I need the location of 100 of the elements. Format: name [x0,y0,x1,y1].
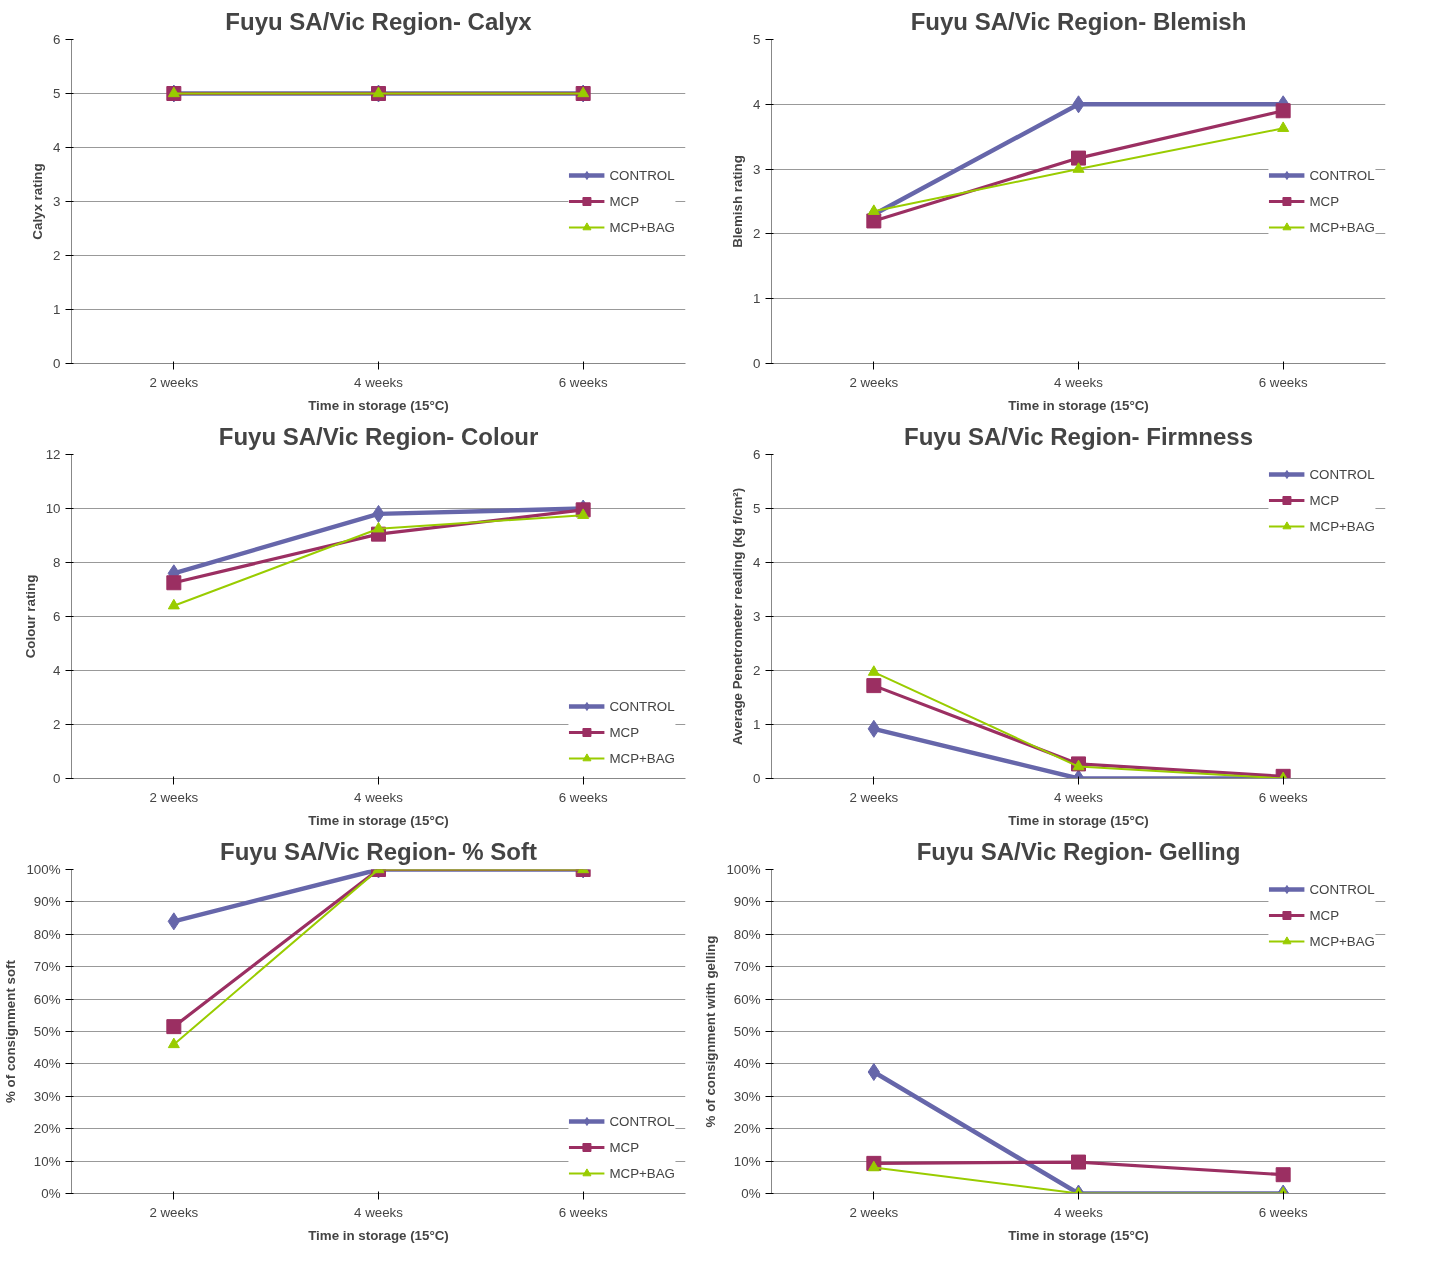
y-tick-label: 3 [753,161,761,177]
legend-label: CONTROL [1309,881,1375,897]
y-tick-label: 80% [733,926,761,942]
y-tick-label: 3 [753,609,761,624]
x-tick-label: 6 weeks [558,1204,608,1220]
x-tick-label: 2 weeks [149,1204,199,1220]
y-tick-label: 4 [53,140,62,155]
y-tick-label: 1 [53,302,61,317]
y-tick-label: 0% [41,1186,61,1201]
y-tick-label: 100% [26,862,61,877]
y-tick-label: 3 [53,194,61,209]
y-tick-label: 40% [733,1056,761,1072]
x-axis-title: Time in storage (15°C) [1008,812,1149,828]
legend-label: MCP [609,724,640,740]
y-tick-label: 100% [726,862,761,877]
y-tick-label: 4 [753,96,762,112]
y-tick-label: 2 [53,717,61,732]
legend-label: MCP [609,193,640,209]
y-tick-label: 0 [753,771,761,786]
x-tick-label: 6 weeks [1258,789,1308,805]
legend-label: MCP+BAG [1309,933,1375,949]
x-tick-label: 4 weeks [1054,1204,1104,1220]
x-axis-title: Time in storage (15°C) [1008,1227,1149,1243]
y-tick-label: 2 [753,226,761,242]
legend-label: MCP [1309,193,1340,209]
chart-title: Fuyu SA/Vic Region- Blemish [910,7,1247,35]
y-tick-label: 90% [33,894,61,910]
y-tick-label: 0 [53,771,61,786]
x-tick-label: 2 weeks [849,789,899,805]
y-axis-title: Calyx rating [30,163,46,240]
x-tick-label: 6 weeks [1258,374,1308,390]
y-tick-label: 20% [733,1121,761,1137]
y-tick-label: 30% [33,1088,61,1104]
y-axis-title: % of consignment soft [3,959,19,1103]
x-tick-label: 2 weeks [849,1204,899,1220]
y-tick-label: 60% [33,991,61,1007]
legend-label: MCP+BAG [609,750,675,766]
y-tick-label: 6 [53,609,61,624]
x-axis-title: Time in storage (15°C) [308,397,449,413]
x-axis-title: Time in storage (15°C) [308,1227,449,1243]
x-tick-label: 2 weeks [149,789,199,805]
legend-label: CONTROL [609,167,675,183]
legend-label: CONTROL [609,698,675,714]
legend-label: CONTROL [1309,466,1375,482]
legend-label: MCP+BAG [1309,219,1375,235]
y-tick-label: 70% [33,959,61,975]
y-tick-label: 80% [33,926,61,942]
y-tick-label: 10% [733,1153,761,1169]
y-tick-label: 8 [53,555,61,570]
y-tick-label: 4 [53,663,62,678]
y-axis-title: Blemish rating [730,155,746,248]
y-tick-label: 5 [53,86,61,101]
y-axis-title: Average Penetrometer reading (kg f/cm²) [730,487,746,746]
y-tick-label: 40% [33,1056,61,1072]
y-tick-label: 90% [733,894,761,910]
y-tick-label: 50% [733,1024,761,1039]
x-tick-label: 4 weeks [354,789,404,805]
y-axis-title: % of consignment with gelling [703,935,719,1128]
x-tick-label: 4 weeks [354,374,404,390]
x-axis-title: Time in storage (15°C) [308,812,449,828]
legend-label: MCP [1309,492,1340,508]
legend-label: MCP+BAG [609,1165,675,1181]
x-tick-label: 4 weeks [1054,374,1104,390]
y-tick-label: 6 [753,447,761,462]
y-tick-label: 0% [741,1186,761,1201]
chart-title: Fuyu SA/Vic Region- % Soft [220,837,537,865]
y-tick-label: 6 [53,32,61,47]
y-tick-label: 60% [733,991,761,1007]
y-axis-title: Colour rating [22,574,38,659]
legend-label: MCP [609,1139,640,1155]
y-tick-label: 20% [33,1121,61,1137]
y-tick-label: 0 [753,356,761,371]
y-tick-label: 4 [753,555,762,570]
legend-label: MCP+BAG [609,219,675,235]
y-tick-label: 12 [45,447,61,462]
legend-label: CONTROL [609,1113,675,1129]
chart-title: Fuyu SA/Vic Region- Calyx [225,7,533,35]
legend-label: CONTROL [1309,167,1375,183]
legend-label: MCP+BAG [1309,518,1375,534]
x-tick-label: 6 weeks [558,789,608,805]
y-tick-label: 2 [753,663,761,678]
x-tick-label: 6 weeks [558,374,608,390]
y-tick-label: 50% [33,1024,61,1039]
y-tick-label: 1 [753,291,761,307]
chart-title: Fuyu SA/Vic Region- Colour [218,422,539,450]
y-tick-label: 30% [733,1088,761,1104]
y-tick-label: 70% [733,959,761,975]
y-tick-label: 0 [53,356,61,371]
x-tick-label: 2 weeks [149,374,199,390]
x-tick-label: 6 weeks [1258,1204,1308,1220]
x-tick-label: 4 weeks [1054,789,1104,805]
chart-title: Fuyu SA/Vic Region- Gelling [916,837,1241,865]
y-tick-label: 10 [45,501,61,516]
x-axis-title: Time in storage (15°C) [1008,397,1149,413]
y-tick-label: 1 [753,717,761,732]
chart-title: Fuyu SA/Vic Region- Firmness [904,422,1253,450]
x-tick-label: 4 weeks [354,1204,404,1220]
legend-label: MCP [1309,907,1340,923]
y-tick-label: 10% [33,1153,61,1169]
x-tick-label: 2 weeks [849,374,899,390]
